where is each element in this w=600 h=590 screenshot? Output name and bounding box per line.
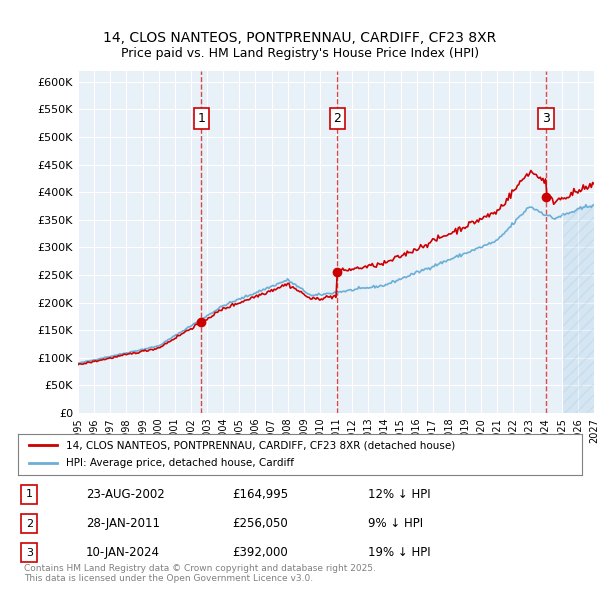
Text: 9% ↓ HPI: 9% ↓ HPI — [368, 517, 423, 530]
Text: 1: 1 — [26, 489, 33, 499]
Text: 23-AUG-2002: 23-AUG-2002 — [86, 488, 164, 501]
Text: 12% ↓ HPI: 12% ↓ HPI — [368, 488, 430, 501]
Text: Price paid vs. HM Land Registry's House Price Index (HPI): Price paid vs. HM Land Registry's House … — [121, 47, 479, 60]
Text: 2: 2 — [26, 519, 33, 529]
Text: £392,000: £392,000 — [232, 546, 288, 559]
Text: 14, CLOS NANTEOS, PONTPRENNAU, CARDIFF, CF23 8XR: 14, CLOS NANTEOS, PONTPRENNAU, CARDIFF, … — [103, 31, 497, 45]
Text: 1: 1 — [197, 112, 205, 125]
Text: HPI: Average price, detached house, Cardiff: HPI: Average price, detached house, Card… — [66, 458, 294, 468]
Text: £256,050: £256,050 — [232, 517, 288, 530]
Text: 10-JAN-2024: 10-JAN-2024 — [86, 546, 160, 559]
Text: 3: 3 — [26, 548, 33, 558]
Text: Contains HM Land Registry data © Crown copyright and database right 2025.
This d: Contains HM Land Registry data © Crown c… — [24, 563, 376, 583]
Text: 28-JAN-2011: 28-JAN-2011 — [86, 517, 160, 530]
Text: £164,995: £164,995 — [232, 488, 289, 501]
Text: 3: 3 — [542, 112, 550, 125]
Text: 14, CLOS NANTEOS, PONTPRENNAU, CARDIFF, CF23 8XR (detached house): 14, CLOS NANTEOS, PONTPRENNAU, CARDIFF, … — [66, 440, 455, 450]
Text: 19% ↓ HPI: 19% ↓ HPI — [368, 546, 430, 559]
Text: 2: 2 — [334, 112, 341, 125]
